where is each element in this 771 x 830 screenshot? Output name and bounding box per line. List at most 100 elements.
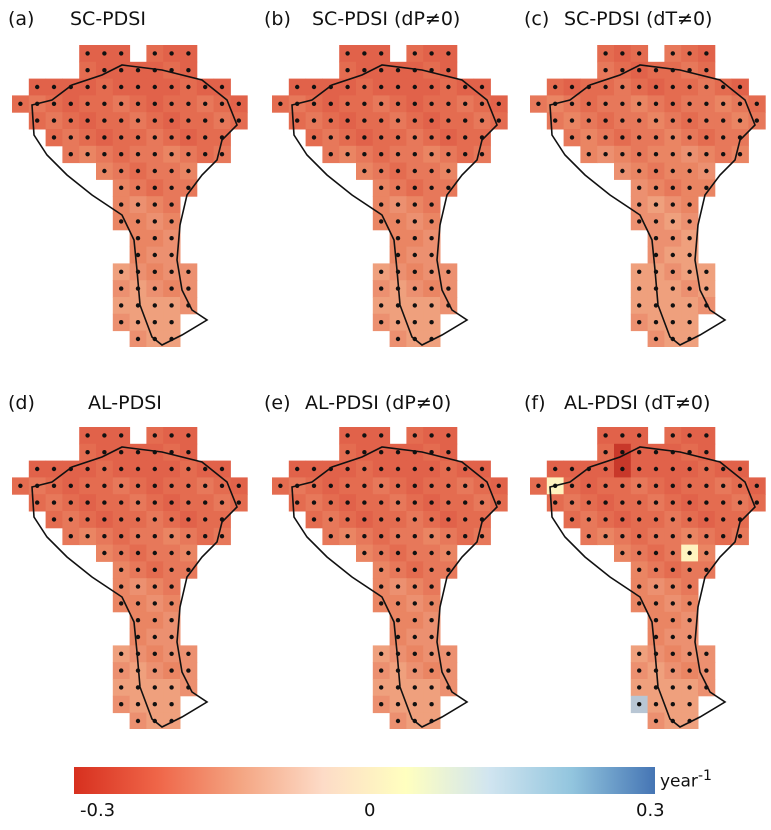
significance-dot <box>653 702 659 707</box>
significance-dot <box>395 483 401 488</box>
significance-dot <box>603 450 608 455</box>
significance-dot <box>68 135 73 140</box>
significance-dot <box>754 101 759 106</box>
significance-dot <box>620 550 625 556</box>
significance-dot <box>704 466 709 472</box>
significance-dot <box>311 483 317 488</box>
significance-dot <box>395 185 401 190</box>
significance-dot <box>704 286 709 291</box>
significance-dot <box>569 517 575 522</box>
significance-dot <box>169 68 174 73</box>
significance-dot <box>637 483 642 488</box>
significance-dot <box>51 466 57 472</box>
significance-dot <box>687 567 692 572</box>
significance-dot <box>553 118 558 123</box>
significance-dot <box>479 534 485 539</box>
significance-dot <box>152 584 157 589</box>
significance-dot <box>395 68 401 73</box>
significance-dot <box>446 101 451 106</box>
significance-dot <box>362 450 367 455</box>
significance-dot <box>379 286 384 291</box>
panel-map <box>12 427 248 730</box>
significance-dot <box>479 500 485 505</box>
significance-dot <box>721 152 726 157</box>
significance-dot <box>169 618 174 623</box>
significance-dot <box>379 651 384 656</box>
significance-dot <box>603 534 608 539</box>
significance-dot <box>687 483 692 488</box>
significance-dot <box>637 584 642 589</box>
significance-dot <box>446 84 451 90</box>
significance-dot <box>169 236 174 241</box>
significance-dot <box>670 500 675 505</box>
significance-dot <box>653 320 659 325</box>
significance-dot <box>85 51 90 56</box>
significance-dot <box>670 219 675 224</box>
significance-dot <box>687 152 692 157</box>
significance-dot <box>35 500 40 505</box>
significance-dot <box>85 135 90 140</box>
significance-dot <box>586 534 591 539</box>
significance-dot <box>295 466 300 472</box>
significance-dot <box>653 135 659 140</box>
significance-dot <box>412 702 417 707</box>
panel-title: AL-PDSI (dT≠0) <box>564 392 711 414</box>
significance-dot <box>68 534 73 539</box>
significance-dot <box>379 168 384 174</box>
significance-dot <box>135 500 141 505</box>
significance-dot <box>670 668 675 673</box>
significance-dot <box>637 303 642 308</box>
panel-map <box>530 427 766 730</box>
significance-dot <box>85 433 90 438</box>
significance-dot <box>569 101 575 106</box>
significance-dot <box>379 702 384 707</box>
panel-label: (a) <box>8 8 35 30</box>
significance-dot <box>429 500 434 505</box>
significance-dot <box>429 601 434 606</box>
significance-dot <box>569 483 575 488</box>
significance-dot <box>328 534 333 539</box>
significance-dot <box>135 135 141 140</box>
significance-dot <box>68 500 73 505</box>
significance-dot <box>119 269 124 274</box>
significance-dot <box>311 101 317 106</box>
significance-dot <box>463 483 468 488</box>
significance-dot <box>311 84 317 90</box>
significance-dot <box>395 450 401 455</box>
significance-dot <box>345 517 350 522</box>
significance-dot <box>152 152 157 157</box>
significance-dot <box>670 286 675 291</box>
significance-dot <box>446 483 451 488</box>
significance-dot <box>687 168 692 174</box>
significance-dot <box>704 51 709 56</box>
panel-map <box>272 427 508 730</box>
significance-dot <box>169 702 174 707</box>
significance-dot <box>429 269 434 274</box>
significance-dot <box>362 135 367 140</box>
significance-dot <box>328 152 333 157</box>
significance-dot <box>704 534 709 539</box>
significance-dot <box>135 68 141 73</box>
significance-dot <box>135 567 141 572</box>
significance-dot <box>446 466 451 472</box>
significance-dot <box>653 68 659 73</box>
significance-dot <box>412 219 417 224</box>
significance-dot <box>603 500 608 505</box>
significance-dot <box>687 634 692 640</box>
significance-dot <box>219 534 225 539</box>
significance-dot <box>169 550 174 556</box>
significance-dot <box>687 668 692 673</box>
significance-dot <box>362 152 367 157</box>
significance-dot <box>395 219 401 224</box>
significance-dot <box>429 618 434 623</box>
significance-dot <box>278 101 283 106</box>
significance-dot <box>219 84 225 90</box>
significance-dot <box>152 517 157 522</box>
significance-dot <box>135 84 141 90</box>
significance-dot <box>119 567 124 572</box>
significance-dot <box>328 483 333 488</box>
significance-dot <box>362 550 367 556</box>
significance-dot <box>737 101 743 106</box>
significance-dot <box>620 433 625 438</box>
significance-dot <box>670 433 675 438</box>
